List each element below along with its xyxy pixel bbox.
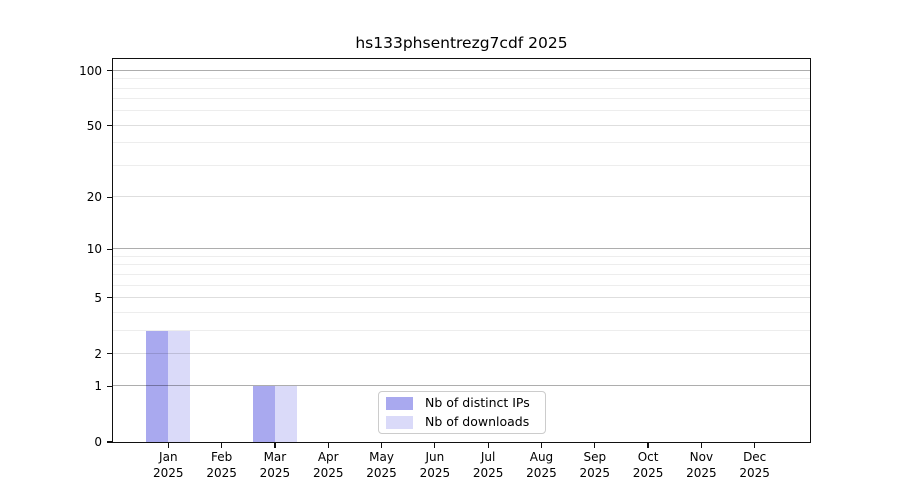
y-tick-label-5: 5 <box>94 290 102 305</box>
y-tick-mark-1 <box>106 385 113 387</box>
x-tick-label-nov: Nov 2025 <box>661 450 741 481</box>
gridline-100 <box>113 69 810 71</box>
gridline-40 <box>113 142 810 144</box>
x-tick-label-jul: Jul 2025 <box>448 450 528 481</box>
gridline-4 <box>113 311 810 313</box>
x-tick-mark-may <box>380 442 383 448</box>
gridline-70 <box>113 98 810 100</box>
gridline-30 <box>113 164 810 166</box>
x-tick-label-jan: Jan 2025 <box>128 450 208 481</box>
bar-nb-of-downloads-jan <box>168 330 191 442</box>
x-tick-month: May <box>369 450 394 464</box>
x-tick-label-sep: Sep 2025 <box>555 450 635 481</box>
x-tick-month: Aug <box>529 450 554 464</box>
gridline-60 <box>113 110 810 112</box>
x-tick-month: Dec <box>743 450 767 464</box>
x-tick-mark-oct <box>647 442 649 448</box>
x-tick-mark-dec <box>754 442 756 448</box>
legend-item-distinct-ips: Nb of distinct IPs <box>386 395 537 411</box>
y-tick-label-20: 20 <box>86 190 102 205</box>
y-tick-mark-5 <box>106 297 113 299</box>
x-tick-label-aug: Aug 2025 <box>501 450 581 481</box>
y-tick-mark-20 <box>106 196 113 198</box>
legend-label-distinct-ips: Nb of distinct IPs <box>425 395 530 410</box>
y-tick-label-0: 0 <box>94 435 102 449</box>
y-tick-mark-2 <box>106 353 113 355</box>
gridline-50 <box>113 124 810 126</box>
gridline-80 <box>113 87 810 89</box>
legend-label-downloads: Nb of downloads <box>425 414 530 429</box>
x-tick-mark-aug <box>540 442 543 448</box>
bar-nb-of-distinct-ips-mar <box>252 386 275 442</box>
x-tick-year: 2025 <box>366 465 397 480</box>
x-tick-label-jun: Jun 2025 <box>395 450 475 481</box>
x-tick-mark-jun <box>434 442 436 448</box>
legend-item-downloads: Nb of downloads <box>386 414 537 430</box>
x-tick-year: 2025 <box>312 465 344 480</box>
gridline-8 <box>113 264 810 266</box>
gridline-3 <box>113 329 810 331</box>
y-tick-mark-0 <box>106 441 113 443</box>
x-tick-month: Nov <box>689 450 714 464</box>
x-tick-mark-jan <box>167 442 169 448</box>
x-tick-label-oct: Oct 2025 <box>608 450 688 481</box>
x-axis: Jan 2025 Feb 2025 Mar 2025 Apr 2025 May 2025 Jun 20… <box>113 442 810 500</box>
x-tick-label-feb: Feb 2025 <box>182 450 262 481</box>
y-tick-mark-100 <box>106 70 113 72</box>
x-tick-month: Jun <box>425 450 445 464</box>
x-tick-year: 2025 <box>739 465 770 480</box>
chart-title: hs133phsentrezg7cdf 2025 <box>355 34 568 52</box>
x-tick-month: Apr <box>317 450 339 464</box>
y-tick-label-50: 50 <box>86 118 102 133</box>
y-tick-label-1: 1 <box>94 379 102 394</box>
x-tick-year: 2025 <box>206 465 237 480</box>
y-axis: 0 1 2 5 10 20 50 100 <box>0 59 113 449</box>
x-tick-mark-mar <box>274 442 276 448</box>
gridline-10 <box>113 248 810 250</box>
x-tick-label-apr: Apr 2025 <box>288 450 368 481</box>
x-tick-month: Feb <box>210 450 233 464</box>
gridline-6 <box>113 284 810 286</box>
x-tick-year: 2025 <box>259 465 291 480</box>
y-tick-mark-10 <box>106 248 113 250</box>
y-tick-mark-50 <box>106 125 113 127</box>
gridline-2 <box>113 352 810 354</box>
x-tick-year: 2025 <box>632 465 664 480</box>
y-tick-label-2: 2 <box>94 346 102 361</box>
x-tick-month: Sep <box>583 450 607 464</box>
bar-nb-of-downloads-mar <box>274 386 297 442</box>
gridline-90 <box>113 78 810 80</box>
gridline-5 <box>113 296 810 298</box>
x-tick-month: Jul <box>480 450 496 464</box>
x-tick-mark-jul <box>487 442 489 448</box>
gridline-1 <box>113 385 810 387</box>
plot-area: Nb of distinct IPs Nb of downloads <box>113 59 810 442</box>
y-tick-label-100: 100 <box>79 63 102 78</box>
x-tick-mark-sep <box>594 442 596 448</box>
x-tick-month: Jan <box>159 450 178 464</box>
x-tick-label-may: May 2025 <box>342 450 422 481</box>
bar-nb-of-distinct-ips-jan <box>146 330 169 442</box>
y-tick-label-10: 10 <box>86 242 102 257</box>
x-tick-year: 2025 <box>526 465 557 480</box>
x-tick-year: 2025 <box>686 465 717 480</box>
legend-swatch-distinct-ips <box>386 396 413 410</box>
x-tick-month: Mar <box>263 450 287 464</box>
x-tick-mark-apr <box>327 442 329 448</box>
gridline-9 <box>113 255 810 257</box>
x-tick-year: 2025 <box>419 465 451 480</box>
x-tick-year: 2025 <box>579 465 611 480</box>
gridline-20 <box>113 196 810 198</box>
x-tick-mark-feb <box>221 442 223 448</box>
x-tick-year: 2025 <box>153 465 184 480</box>
x-tick-mark-nov <box>700 442 702 448</box>
x-tick-label-mar: Mar 2025 <box>235 450 315 481</box>
x-tick-label-dec: Dec 2025 <box>715 450 795 481</box>
x-tick-year: 2025 <box>472 465 504 480</box>
x-tick-month: Oct <box>637 450 659 464</box>
legend-swatch-downloads <box>386 415 413 429</box>
gridline-7 <box>113 273 810 275</box>
legend: Nb of distinct IPs Nb of downloads <box>378 391 546 434</box>
